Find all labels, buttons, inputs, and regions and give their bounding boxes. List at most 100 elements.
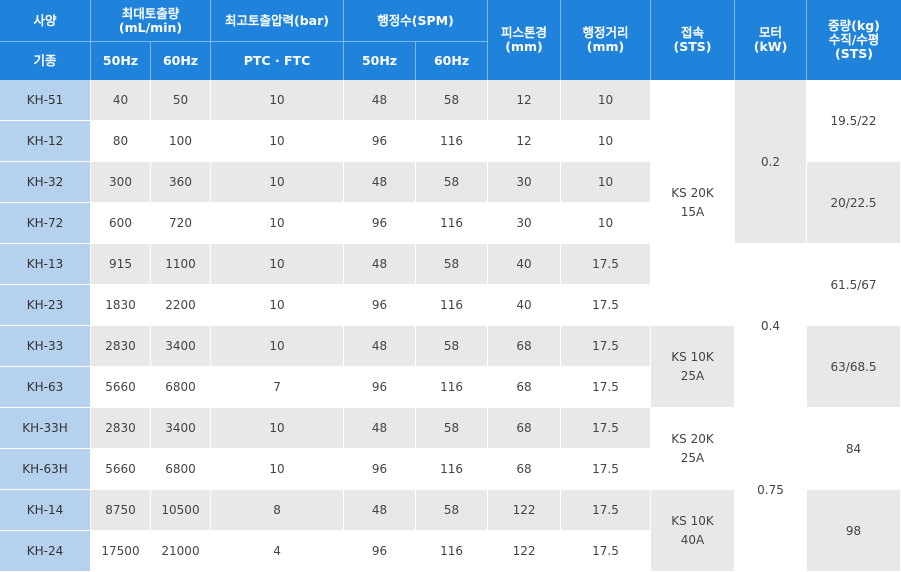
- spm-60hz-cell: 58: [416, 490, 489, 531]
- header-spm: 행정수(SPM): [344, 0, 489, 41]
- connection-cell: KS 20K 15A: [651, 80, 736, 326]
- pressure-cell: 10: [211, 80, 345, 121]
- weight-cell: 98: [807, 490, 901, 572]
- header-pressure: 최고토출압력(bar): [211, 0, 345, 41]
- flow-60hz-cell: 6800: [151, 449, 212, 490]
- header-spec: 사양: [0, 0, 91, 41]
- spm-60hz-cell: 116: [416, 121, 489, 162]
- spm-50hz-cell: 48: [344, 490, 417, 531]
- model-cell: KH-32: [0, 162, 91, 203]
- connection-line1: KS 10K: [671, 513, 714, 528]
- spm-60hz-cell: 58: [416, 408, 489, 449]
- flow-60hz-cell: 720: [151, 203, 212, 244]
- model-cell: KH-14: [0, 490, 91, 531]
- model-cell: KH-13: [0, 244, 91, 285]
- header-flow-50hz: 50Hz: [91, 41, 151, 80]
- table-row: KH-33H 2830 3400 10 48 58 68 17.5 KS 20K…: [0, 408, 901, 572]
- table-row: KH-24 17500 21000 4 96 116 122 17.5: [0, 531, 901, 572]
- header-weight-line3: (STS): [835, 46, 873, 61]
- header-flow-line1: 최대토출량: [121, 5, 180, 21]
- table-row: KH-13 915 1100 10 48 58 40 17.5 0.4 61.5…: [0, 244, 901, 408]
- spm-50hz-cell: 96: [344, 367, 417, 408]
- table-row: KH-63H 5660 6800 10 96 116 68 17.5: [0, 449, 901, 490]
- piston-cell: 40: [488, 244, 562, 285]
- motor-cell: 0.2: [735, 80, 808, 244]
- stroke-cell: 17.5: [561, 408, 652, 449]
- pressure-cell: 10: [211, 162, 345, 203]
- model-cell: KH-33H: [0, 408, 91, 449]
- flow-50hz-cell: 2830: [91, 408, 151, 449]
- flow-50hz-cell: 300: [91, 162, 151, 203]
- pressure-cell: 10: [211, 203, 345, 244]
- header-piston: 피스톤경 (mm): [488, 0, 562, 80]
- header-motor: 모터 (kW): [735, 0, 808, 80]
- pressure-cell: 10: [211, 244, 345, 285]
- spm-50hz-cell: 48: [344, 80, 417, 121]
- stroke-cell: 17.5: [561, 326, 652, 367]
- piston-cell: 122: [488, 531, 562, 572]
- header-model: 기종: [0, 41, 91, 80]
- spm-60hz-cell: 116: [416, 531, 489, 572]
- flow-60hz-cell: 2200: [151, 285, 212, 326]
- spm-60hz-cell: 116: [416, 367, 489, 408]
- table-row: KH-12 80 100 10 96 116 12 10: [0, 121, 901, 162]
- piston-cell: 12: [488, 121, 562, 162]
- model-cell: KH-24: [0, 531, 91, 572]
- stroke-cell: 10: [561, 121, 652, 162]
- header-connection-line2: (STS): [673, 39, 712, 54]
- header-spm-60hz: 60Hz: [416, 41, 489, 80]
- flow-60hz-cell: 100: [151, 121, 212, 162]
- flow-60hz-cell: 3400: [151, 408, 212, 449]
- flow-50hz-cell: 8750: [91, 490, 151, 531]
- model-cell: KH-23: [0, 285, 91, 326]
- header-flow-60hz: 60Hz: [151, 41, 212, 80]
- model-cell: KH-33: [0, 326, 91, 367]
- weight-cell: 84: [807, 408, 901, 490]
- model-cell: KH-72: [0, 203, 91, 244]
- connection-cell: KS 10K 40A: [651, 490, 736, 572]
- spm-60hz-cell: 58: [416, 162, 489, 203]
- flow-60hz-cell: 360: [151, 162, 212, 203]
- spm-60hz-cell: 58: [416, 244, 489, 285]
- header-piston-line2: (mm): [505, 39, 543, 54]
- spm-60hz-cell: 58: [416, 326, 489, 367]
- weight-cell: 61.5/67: [807, 244, 901, 326]
- stroke-cell: 17.5: [561, 490, 652, 531]
- stroke-cell: 17.5: [561, 449, 652, 490]
- piston-cell: 68: [488, 449, 562, 490]
- flow-60hz-cell: 21000: [151, 531, 212, 572]
- piston-cell: 68: [488, 408, 562, 449]
- connection-line1: KS 20K: [671, 185, 714, 200]
- flow-60hz-cell: 1100: [151, 244, 212, 285]
- connection-line1: KS 20K: [671, 431, 714, 446]
- flow-60hz-cell: 50: [151, 80, 212, 121]
- model-cell: KH-12: [0, 121, 91, 162]
- stroke-cell: 10: [561, 80, 652, 121]
- weight-cell: 63/68.5: [807, 326, 901, 408]
- spm-50hz-cell: 96: [344, 449, 417, 490]
- spm-60hz-cell: 116: [416, 203, 489, 244]
- header-stroke-line2: (mm): [586, 39, 625, 54]
- weight-cell: 20/22.5: [807, 162, 901, 244]
- pressure-cell: 7: [211, 367, 345, 408]
- flow-50hz-cell: 915: [91, 244, 151, 285]
- table-row: KH-63 5660 6800 7 96 116 68 17.5: [0, 367, 901, 408]
- pressure-cell: 10: [211, 408, 345, 449]
- piston-cell: 30: [488, 162, 562, 203]
- header-connection-line1: 접속: [681, 25, 705, 40]
- pressure-cell: 10: [211, 449, 345, 490]
- connection-line2: 40A: [680, 532, 705, 547]
- header-spm-50hz: 50Hz: [344, 41, 417, 80]
- spm-50hz-cell: 48: [344, 408, 417, 449]
- flow-60hz-cell: 6800: [151, 367, 212, 408]
- connection-cell: KS 20K 25A: [651, 408, 736, 490]
- spm-60hz-cell: 116: [416, 449, 489, 490]
- connection-line2: 25A: [680, 368, 705, 383]
- header-weight: 중량(kg) 수직/수평 (STS): [807, 0, 901, 80]
- motor-cell: 0.4: [735, 244, 808, 408]
- header-connection: 접속 (STS): [651, 0, 736, 80]
- stroke-cell: 10: [561, 203, 652, 244]
- pressure-cell: 4: [211, 531, 345, 572]
- motor-cell: 0.75: [735, 408, 808, 572]
